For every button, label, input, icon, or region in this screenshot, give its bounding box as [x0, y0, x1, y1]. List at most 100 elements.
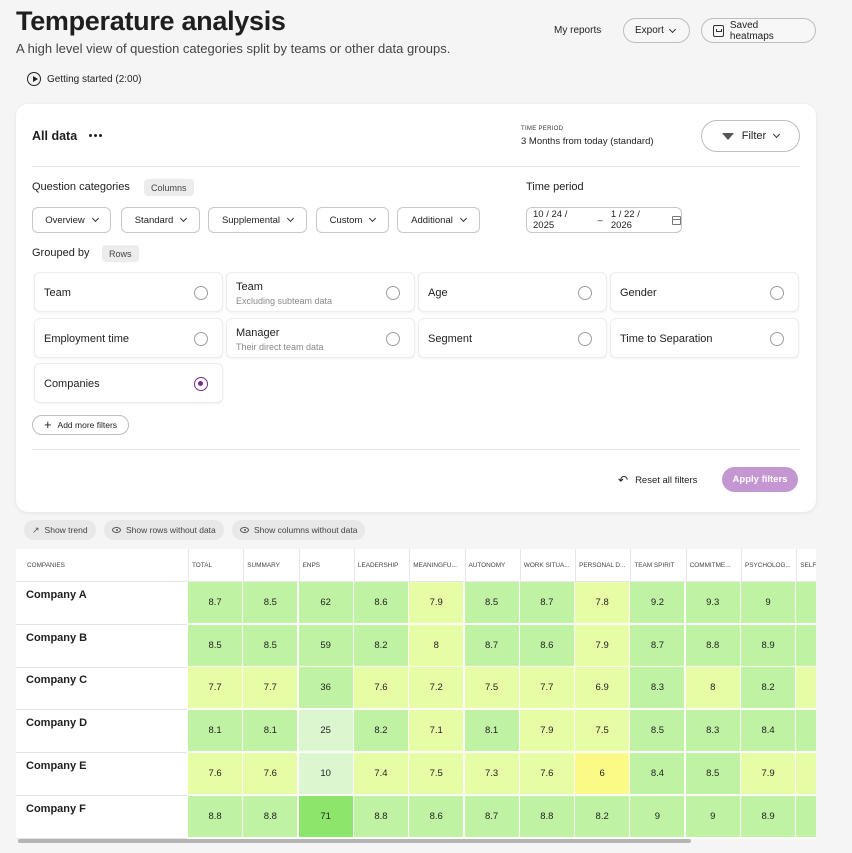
heatmap-cell[interactable]: 62: [298, 582, 353, 623]
heatmap-cell[interactable]: 8.5: [243, 624, 298, 666]
heatmap-cell[interactable]: 7.7: [243, 667, 298, 709]
heatmap-cell[interactable]: 59: [298, 624, 353, 666]
heatmap-cell[interactable]: 9: [741, 582, 796, 623]
heatmap-cell[interactable]: 8.1: [464, 710, 519, 752]
heatmap-cell[interactable]: [796, 582, 816, 623]
heatmap-cell[interactable]: 8: [409, 624, 464, 666]
heatmap-cell[interactable]: 8.3: [685, 710, 740, 752]
export-button[interactable]: Export: [623, 18, 690, 43]
column-header[interactable]: TOTAL: [188, 549, 243, 582]
scrollbar-thumb[interactable]: [18, 839, 691, 843]
radio-button[interactable]: [194, 286, 208, 300]
heatmap-cell[interactable]: 7.6: [243, 752, 298, 794]
saved-heatmaps-button[interactable]: Saved heatmaps: [701, 18, 816, 43]
my-reports-link[interactable]: My reports: [554, 25, 602, 36]
column-header[interactable]: MEANINGFU...: [409, 549, 464, 582]
date-range-input[interactable]: 10 / 24 / 2025 – 1 / 22 / 2026: [526, 207, 682, 233]
group-option-employment-time[interactable]: Employment time: [34, 318, 223, 358]
column-header[interactable]: LEADERSHIP: [353, 549, 409, 582]
group-option-age[interactable]: Age: [418, 272, 607, 312]
heatmap-cell[interactable]: 6: [575, 752, 630, 794]
dropdown-overview[interactable]: Overview: [32, 207, 111, 233]
column-header[interactable]: TEAM SPIRIT: [630, 549, 685, 582]
heatmap-cell[interactable]: 71: [298, 795, 353, 837]
heatmap-cell[interactable]: 8.6: [409, 795, 464, 837]
heatmap-cell[interactable]: 7.7: [519, 667, 574, 709]
heatmap-cell[interactable]: 8.5: [188, 624, 243, 666]
heatmap-cell[interactable]: 7.9: [741, 752, 796, 794]
heatmap-cell[interactable]: 7.6: [519, 752, 574, 794]
heatmap-cell[interactable]: 8.8: [519, 795, 574, 837]
more-options-icon[interactable]: [89, 134, 102, 137]
group-option-segment[interactable]: Segment: [418, 318, 607, 358]
apply-filters-button[interactable]: Apply filters: [722, 467, 798, 492]
heatmap-cell[interactable]: 8.1: [188, 710, 243, 752]
heatmap-cell[interactable]: 8.9: [741, 795, 796, 837]
heatmap-cell[interactable]: 9: [685, 795, 740, 837]
filter-button[interactable]: Filter: [701, 120, 800, 152]
column-header-companies[interactable]: COMPANIES: [27, 562, 65, 569]
radio-button[interactable]: [386, 286, 400, 300]
column-header[interactable]: PSYCHOLOG...: [741, 549, 796, 582]
heatmap-cell[interactable]: 7.6: [188, 752, 243, 794]
heatmap-cell[interactable]: 8.7: [464, 624, 519, 666]
heatmap-cell[interactable]: 10: [298, 752, 353, 794]
heatmap-cell[interactable]: 8.7: [188, 582, 243, 623]
heatmap-cell[interactable]: 8.2: [575, 795, 630, 837]
dropdown-standard[interactable]: Standard: [121, 207, 200, 233]
heatmap-cell[interactable]: 7.5: [464, 667, 519, 709]
heatmap-cell[interactable]: 8.4: [630, 752, 685, 794]
column-header[interactable]: AUTONOMY: [464, 549, 520, 582]
show-columns-toggle[interactable]: Show columns without data: [232, 520, 366, 540]
heatmap-cell[interactable]: [796, 624, 816, 666]
heatmap-cell[interactable]: 8.3: [630, 667, 685, 709]
heatmap-cell[interactable]: 7.3: [464, 752, 519, 794]
heatmap-cell[interactable]: 8.7: [519, 582, 574, 623]
group-option-team[interactable]: Team: [34, 272, 223, 312]
heatmap-cell[interactable]: 8.2: [353, 710, 408, 752]
heatmap-cell[interactable]: 8.5: [464, 582, 519, 623]
reset-all-filters-button[interactable]: ↶ Reset all filters: [618, 473, 697, 487]
heatmap-cell[interactable]: 8.7: [630, 624, 685, 666]
heatmap-cell[interactable]: 9.3: [685, 582, 740, 623]
heatmap-cell[interactable]: 8.8: [243, 795, 298, 837]
heatmap-cell[interactable]: 7.9: [409, 582, 464, 623]
heatmap-cell[interactable]: 7.4: [353, 752, 408, 794]
heatmap-cell[interactable]: 8.5: [243, 582, 298, 623]
heatmap-cell[interactable]: 8.7: [464, 795, 519, 837]
heatmap-cell[interactable]: 8.8: [353, 795, 408, 837]
group-option-team-excluding-subteams[interactable]: Team Excluding subteam data: [226, 272, 415, 312]
heatmap-cell[interactable]: 8.5: [685, 752, 740, 794]
radio-button[interactable]: [770, 286, 784, 300]
column-header[interactable]: SELF-...: [796, 549, 816, 582]
group-option-gender[interactable]: Gender: [610, 272, 799, 312]
heatmap-cell[interactable]: 8.2: [353, 624, 408, 666]
heatmap-cell[interactable]: 6.9: [575, 667, 630, 709]
date-start[interactable]: 10 / 24 / 2025: [533, 209, 568, 231]
heatmap-cell[interactable]: 7.5: [575, 710, 630, 752]
heatmap-cell[interactable]: [796, 710, 816, 752]
dropdown-additional[interactable]: Additional: [397, 207, 480, 233]
heatmap-cell[interactable]: [796, 667, 816, 709]
radio-button[interactable]: [770, 332, 784, 346]
heatmap-cell[interactable]: 7.9: [519, 710, 574, 752]
heatmap-cell[interactable]: 8: [685, 667, 740, 709]
radio-button[interactable]: [578, 332, 592, 346]
heatmap-cell[interactable]: 7.6: [353, 667, 408, 709]
horizontal-scrollbar[interactable]: [16, 839, 816, 845]
dropdown-supplemental[interactable]: Supplemental: [208, 207, 307, 233]
heatmap-cell[interactable]: 8.1: [243, 710, 298, 752]
radio-button[interactable]: [578, 286, 592, 300]
date-end[interactable]: 1 / 22 / 2026: [610, 209, 640, 231]
heatmap-cell[interactable]: 9: [630, 795, 685, 837]
heatmap-cell[interactable]: 7.5: [409, 752, 464, 794]
getting-started-link[interactable]: Getting started (2:00): [27, 72, 142, 86]
group-option-companies[interactable]: Companies: [34, 363, 223, 403]
heatmap-cell[interactable]: 8.4: [741, 710, 796, 752]
group-option-manager[interactable]: Manager Their direct team data: [226, 318, 415, 358]
column-header[interactable]: SUMMARY: [243, 549, 298, 582]
heatmap-cell[interactable]: 8.8: [188, 795, 243, 837]
heatmap-cell[interactable]: 7.8: [575, 582, 630, 623]
heatmap-cell[interactable]: [796, 795, 816, 837]
heatmap-cell[interactable]: 8.6: [353, 582, 408, 623]
